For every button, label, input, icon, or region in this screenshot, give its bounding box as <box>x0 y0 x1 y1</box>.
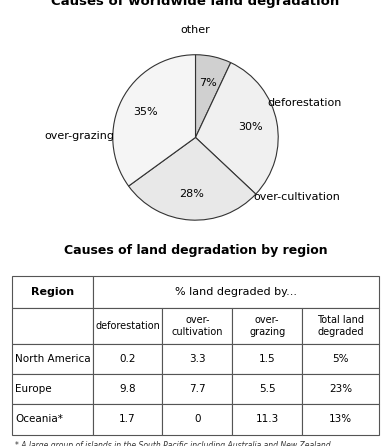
Text: * A large group of islands in the South Pacific including Australia and New Zeal: * A large group of islands in the South … <box>15 441 331 446</box>
Text: Oceania*: Oceania* <box>15 414 63 425</box>
Text: 28%: 28% <box>179 189 204 198</box>
Text: 3.3: 3.3 <box>189 354 206 363</box>
Text: over-
grazing: over- grazing <box>249 315 285 337</box>
Bar <box>232 374 302 404</box>
Text: 5%: 5% <box>332 354 349 363</box>
Text: over-cultivation: over-cultivation <box>253 192 340 202</box>
Text: Causes of land degradation by region: Causes of land degradation by region <box>64 244 327 257</box>
Wedge shape <box>196 55 231 137</box>
Text: 30%: 30% <box>239 122 263 132</box>
Bar <box>162 308 232 343</box>
Bar <box>12 308 93 343</box>
Text: deforestation: deforestation <box>95 321 160 331</box>
Title: Causes of worldwide land degradation: Causes of worldwide land degradation <box>51 0 340 8</box>
Text: North America: North America <box>15 354 91 363</box>
Bar <box>93 277 379 308</box>
Wedge shape <box>113 55 196 186</box>
Text: 1.5: 1.5 <box>259 354 276 363</box>
Text: deforestation: deforestation <box>267 98 342 107</box>
Text: Region: Region <box>30 287 74 297</box>
Bar <box>12 404 93 434</box>
Bar <box>93 343 162 374</box>
Text: Europe: Europe <box>15 384 52 394</box>
Text: over-grazing: over-grazing <box>45 131 115 141</box>
Text: 23%: 23% <box>329 384 352 394</box>
Bar <box>162 404 232 434</box>
Text: 7.7: 7.7 <box>189 384 206 394</box>
Bar <box>93 374 162 404</box>
Bar <box>232 343 302 374</box>
Text: 1.7: 1.7 <box>119 414 136 425</box>
Wedge shape <box>196 62 278 194</box>
Bar <box>302 404 379 434</box>
Bar <box>302 308 379 343</box>
Text: Total land
degraded: Total land degraded <box>317 315 364 337</box>
Text: % land degraded by...: % land degraded by... <box>175 287 297 297</box>
Bar <box>232 404 302 434</box>
Text: 7%: 7% <box>199 78 217 87</box>
Text: 9.8: 9.8 <box>119 384 136 394</box>
Bar <box>93 404 162 434</box>
Text: other: other <box>181 25 210 35</box>
Wedge shape <box>129 137 256 220</box>
Bar <box>12 277 93 308</box>
Bar <box>93 308 162 343</box>
Bar <box>12 343 93 374</box>
Bar <box>12 374 93 404</box>
Text: over-
cultivation: over- cultivation <box>172 315 223 337</box>
Bar <box>162 343 232 374</box>
Text: 0: 0 <box>194 414 201 425</box>
Text: 11.3: 11.3 <box>256 414 279 425</box>
Text: 0.2: 0.2 <box>119 354 136 363</box>
Bar <box>162 374 232 404</box>
Text: 13%: 13% <box>329 414 352 425</box>
Text: 35%: 35% <box>133 107 158 117</box>
Bar <box>302 374 379 404</box>
Bar <box>302 343 379 374</box>
Bar <box>232 308 302 343</box>
Text: 5.5: 5.5 <box>259 384 276 394</box>
